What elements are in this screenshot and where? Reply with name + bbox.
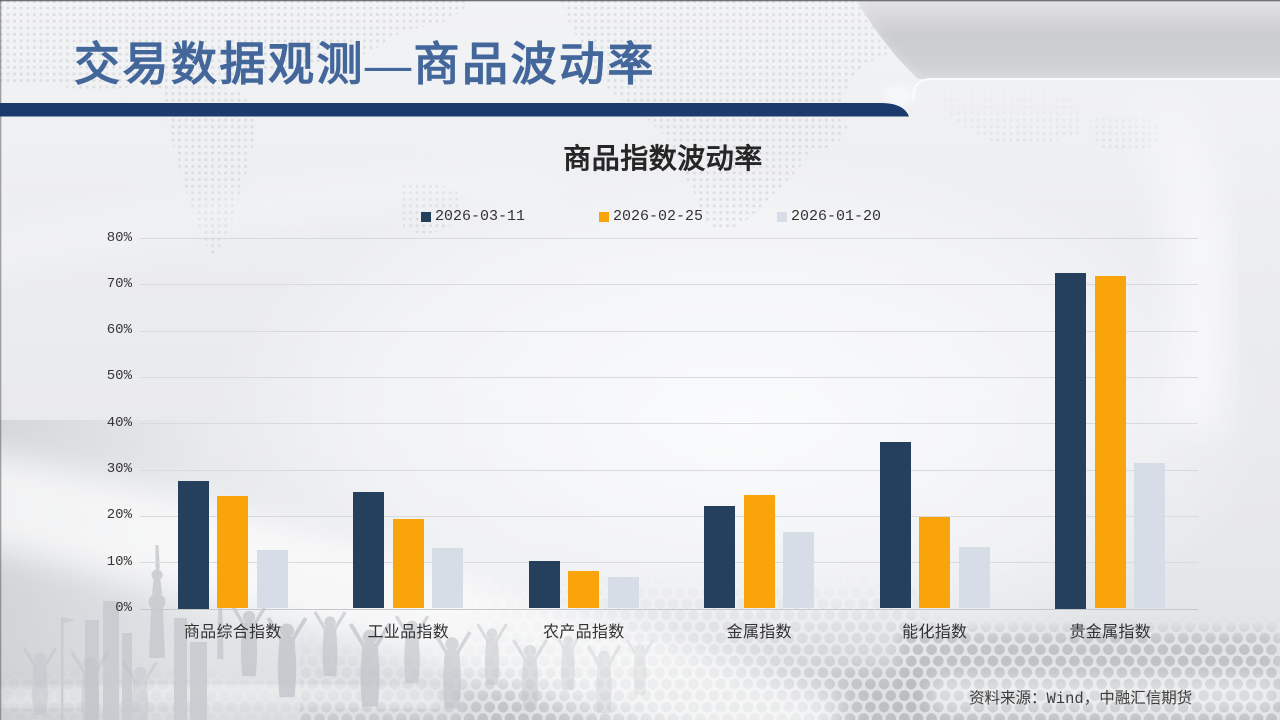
y-axis-tick-label: 50% bbox=[106, 368, 132, 385]
y-axis-tick-label: 10% bbox=[106, 553, 132, 570]
bar bbox=[1134, 462, 1166, 609]
y-axis-tick-label: 60% bbox=[106, 322, 132, 339]
bar bbox=[528, 561, 560, 609]
category-label: 工业品指数 bbox=[367, 624, 450, 641]
bar bbox=[1055, 272, 1087, 609]
category-label: 金属指数 bbox=[726, 624, 792, 641]
legend-swatch bbox=[599, 211, 610, 222]
y-axis-tick-label: 30% bbox=[106, 461, 132, 478]
category-label: 农产品指数 bbox=[542, 624, 625, 641]
page-title: 交易数据观测—商品波动率 bbox=[74, 39, 656, 90]
bar bbox=[783, 532, 815, 609]
y-axis-tick-label: 20% bbox=[106, 507, 132, 524]
category-label: 能化指数 bbox=[902, 624, 968, 641]
bar bbox=[1094, 276, 1126, 609]
bar bbox=[607, 577, 639, 609]
bar bbox=[704, 506, 736, 609]
gridline bbox=[140, 330, 1198, 332]
bar bbox=[353, 492, 385, 609]
source-note: 资料来源：Wind，中融汇信期货 bbox=[969, 690, 1193, 708]
gridline bbox=[140, 562, 1198, 564]
category-label: 商品综合指数 bbox=[183, 624, 282, 641]
gridline bbox=[140, 608, 1198, 610]
y-axis-tick-label: 40% bbox=[106, 414, 132, 431]
chart-title: 商品指数波动率 bbox=[563, 144, 763, 175]
bar bbox=[958, 546, 990, 609]
category-label: 贵金属指数 bbox=[1069, 624, 1152, 641]
gridline bbox=[140, 376, 1198, 378]
y-axis-tick-label: 0% bbox=[115, 600, 132, 616]
legend-item: 2026-01-20 bbox=[777, 208, 881, 225]
gridline bbox=[140, 284, 1198, 286]
legend-item: 2026-02-25 bbox=[599, 208, 703, 225]
legend-swatch bbox=[421, 211, 431, 222]
bar bbox=[217, 495, 249, 609]
legend-item: 2026-03-11 bbox=[421, 208, 525, 225]
y-axis-tick-label: 80% bbox=[106, 229, 132, 246]
bar bbox=[432, 548, 464, 609]
gridline bbox=[140, 238, 1198, 239]
y-axis-tick-label: 70% bbox=[106, 275, 132, 292]
bar bbox=[177, 481, 209, 609]
bar bbox=[743, 495, 775, 609]
gridline bbox=[140, 515, 1198, 517]
gridline bbox=[140, 469, 1198, 471]
bar bbox=[568, 570, 600, 609]
legend-label: 2026-03-11 bbox=[435, 208, 526, 225]
bar bbox=[919, 517, 951, 609]
bar bbox=[256, 549, 288, 609]
chart-legend: 2026-03-11 2026-02-25 2026-01-20 bbox=[421, 208, 881, 225]
bar bbox=[879, 442, 911, 609]
gridline bbox=[140, 423, 1198, 425]
bar bbox=[392, 519, 424, 609]
legend-label: 2026-02-25 bbox=[613, 208, 704, 225]
legend-label: 2026-01-20 bbox=[791, 208, 882, 225]
legend-swatch bbox=[777, 211, 788, 222]
